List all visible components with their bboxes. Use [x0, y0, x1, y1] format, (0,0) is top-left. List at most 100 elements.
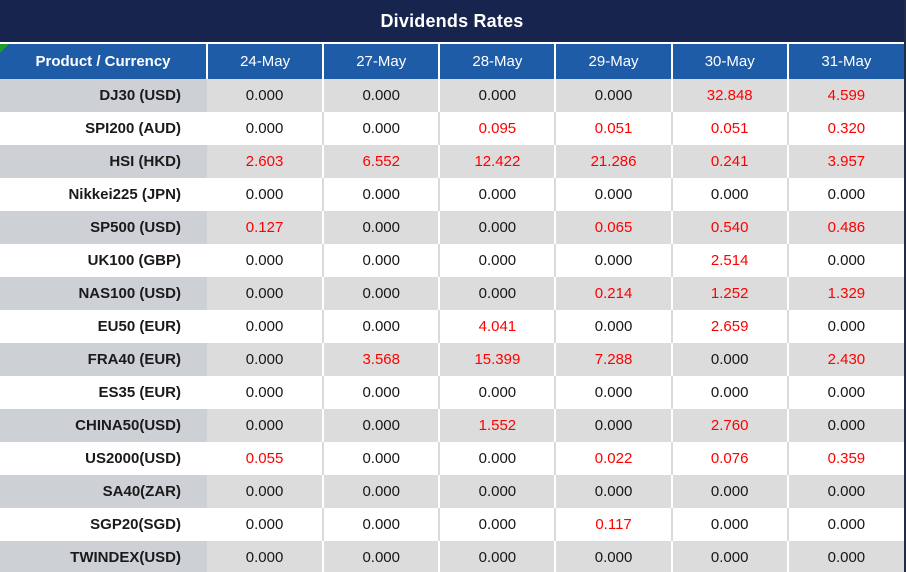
- dividend-value-cell[interactable]: 0.000: [438, 541, 556, 572]
- column-header-date[interactable]: 29-May: [554, 42, 672, 79]
- product-cell[interactable]: CHINA50(USD): [0, 409, 207, 442]
- dividend-value-cell[interactable]: 0.000: [207, 277, 324, 310]
- dividend-value-cell[interactable]: 0.000: [670, 343, 788, 376]
- dividend-value-cell[interactable]: 0.000: [554, 541, 672, 572]
- dividend-value-cell[interactable]: 0.000: [438, 178, 556, 211]
- dividend-value-cell[interactable]: 0.214: [554, 277, 672, 310]
- dividend-value-cell[interactable]: 0.320: [786, 112, 904, 145]
- dividend-value-cell[interactable]: 0.540: [670, 211, 788, 244]
- dividend-value-cell[interactable]: 0.000: [322, 475, 440, 508]
- dividend-value-cell[interactable]: 0.000: [438, 376, 556, 409]
- dividend-value-cell[interactable]: 0.117: [554, 508, 672, 541]
- dividend-value-cell[interactable]: 0.000: [207, 178, 324, 211]
- dividend-value-cell[interactable]: 2.760: [670, 409, 788, 442]
- column-header-date[interactable]: 30-May: [670, 42, 788, 79]
- dividend-value-cell[interactable]: 0.000: [438, 211, 556, 244]
- product-cell[interactable]: SPI200 (AUD): [0, 112, 207, 145]
- dividend-value-cell[interactable]: 0.000: [670, 178, 788, 211]
- dividend-value-cell[interactable]: 1.329: [786, 277, 904, 310]
- dividend-value-cell[interactable]: 0.000: [554, 244, 672, 277]
- column-header-date[interactable]: 31-May: [786, 42, 904, 79]
- dividend-value-cell[interactable]: 2.659: [670, 310, 788, 343]
- dividend-value-cell[interactable]: 0.000: [786, 409, 904, 442]
- dividend-value-cell[interactable]: 0.000: [322, 211, 440, 244]
- dividend-value-cell[interactable]: 0.000: [786, 508, 904, 541]
- dividend-value-cell[interactable]: 0.000: [554, 475, 672, 508]
- dividend-value-cell[interactable]: 3.568: [322, 343, 440, 376]
- product-cell[interactable]: TWINDEX(USD): [0, 541, 207, 572]
- dividend-value-cell[interactable]: 0.076: [670, 442, 788, 475]
- product-cell[interactable]: HSI (HKD): [0, 145, 207, 178]
- dividend-value-cell[interactable]: 15.399: [438, 343, 556, 376]
- dividend-value-cell[interactable]: 0.359: [786, 442, 904, 475]
- column-header-date[interactable]: 24-May: [205, 42, 324, 79]
- column-header-product[interactable]: Product / Currency: [0, 42, 207, 79]
- dividend-value-cell[interactable]: 0.000: [438, 508, 556, 541]
- dividend-value-cell[interactable]: 0.000: [670, 475, 788, 508]
- product-cell[interactable]: NAS100 (USD): [0, 277, 207, 310]
- dividend-value-cell[interactable]: 0.051: [670, 112, 788, 145]
- dividend-value-cell[interactable]: 0.000: [786, 475, 904, 508]
- dividend-value-cell[interactable]: 0.000: [438, 244, 556, 277]
- column-header-date[interactable]: 27-May: [322, 42, 440, 79]
- dividend-value-cell[interactable]: 0.127: [207, 211, 324, 244]
- product-cell[interactable]: US2000(USD): [0, 442, 207, 475]
- dividend-value-cell[interactable]: 0.000: [786, 178, 904, 211]
- dividend-value-cell[interactable]: 0.000: [207, 112, 324, 145]
- column-header-date[interactable]: 28-May: [438, 42, 556, 79]
- product-cell[interactable]: SA40(ZAR): [0, 475, 207, 508]
- dividend-value-cell[interactable]: 7.288: [554, 343, 672, 376]
- dividend-value-cell[interactable]: 0.000: [438, 79, 556, 112]
- dividend-value-cell[interactable]: 0.000: [322, 409, 440, 442]
- dividend-value-cell[interactable]: 0.000: [322, 376, 440, 409]
- dividend-value-cell[interactable]: 0.000: [207, 244, 324, 277]
- dividend-value-cell[interactable]: 0.000: [207, 376, 324, 409]
- dividend-value-cell[interactable]: 0.000: [554, 178, 672, 211]
- dividend-value-cell[interactable]: 0.241: [670, 145, 788, 178]
- dividend-value-cell[interactable]: 0.000: [786, 541, 904, 572]
- dividend-value-cell[interactable]: 0.000: [670, 376, 788, 409]
- dividend-value-cell[interactable]: 0.000: [207, 343, 324, 376]
- dividend-value-cell[interactable]: 0.000: [438, 442, 556, 475]
- product-cell[interactable]: UK100 (GBP): [0, 244, 207, 277]
- dividend-value-cell[interactable]: 0.000: [207, 508, 324, 541]
- dividend-value-cell[interactable]: 0.000: [786, 310, 904, 343]
- dividend-value-cell[interactable]: 0.000: [322, 541, 440, 572]
- dividend-value-cell[interactable]: 0.000: [786, 376, 904, 409]
- dividend-value-cell[interactable]: 0.000: [786, 244, 904, 277]
- dividend-value-cell[interactable]: 21.286: [554, 145, 672, 178]
- dividend-value-cell[interactable]: 1.252: [670, 277, 788, 310]
- dividend-value-cell[interactable]: 0.000: [322, 244, 440, 277]
- product-cell[interactable]: SGP20(SGD): [0, 508, 207, 541]
- dividend-value-cell[interactable]: 0.000: [670, 541, 788, 572]
- dividend-value-cell[interactable]: 0.055: [207, 442, 324, 475]
- dividend-value-cell[interactable]: 0.022: [554, 442, 672, 475]
- dividend-value-cell[interactable]: 0.000: [670, 508, 788, 541]
- dividend-value-cell[interactable]: 0.095: [438, 112, 556, 145]
- dividend-value-cell[interactable]: 0.000: [207, 541, 324, 572]
- product-cell[interactable]: EU50 (EUR): [0, 310, 207, 343]
- dividend-value-cell[interactable]: 0.000: [322, 277, 440, 310]
- dividend-value-cell[interactable]: 4.599: [786, 79, 904, 112]
- dividend-value-cell[interactable]: 0.000: [322, 442, 440, 475]
- dividend-value-cell[interactable]: 0.000: [207, 409, 324, 442]
- dividend-value-cell[interactable]: 0.000: [322, 508, 440, 541]
- dividend-value-cell[interactable]: 2.430: [786, 343, 904, 376]
- dividend-value-cell[interactable]: 0.000: [322, 112, 440, 145]
- dividend-value-cell[interactable]: 0.000: [322, 79, 440, 112]
- dividend-value-cell[interactable]: 2.514: [670, 244, 788, 277]
- dividend-value-cell[interactable]: 3.957: [786, 145, 904, 178]
- dividend-value-cell[interactable]: 4.041: [438, 310, 556, 343]
- product-cell[interactable]: ES35 (EUR): [0, 376, 207, 409]
- dividend-value-cell[interactable]: 0.000: [554, 409, 672, 442]
- dividend-value-cell[interactable]: 0.000: [207, 79, 324, 112]
- product-cell[interactable]: SP500 (USD): [0, 211, 207, 244]
- dividend-value-cell[interactable]: 0.000: [554, 376, 672, 409]
- dividend-value-cell[interactable]: 0.000: [322, 310, 440, 343]
- dividend-value-cell[interactable]: 0.000: [322, 178, 440, 211]
- dividend-value-cell[interactable]: 0.486: [786, 211, 904, 244]
- product-cell[interactable]: DJ30 (USD): [0, 79, 207, 112]
- dividend-value-cell[interactable]: 0.000: [554, 310, 672, 343]
- dividend-value-cell[interactable]: 0.000: [438, 475, 556, 508]
- dividend-value-cell[interactable]: 2.603: [207, 145, 324, 178]
